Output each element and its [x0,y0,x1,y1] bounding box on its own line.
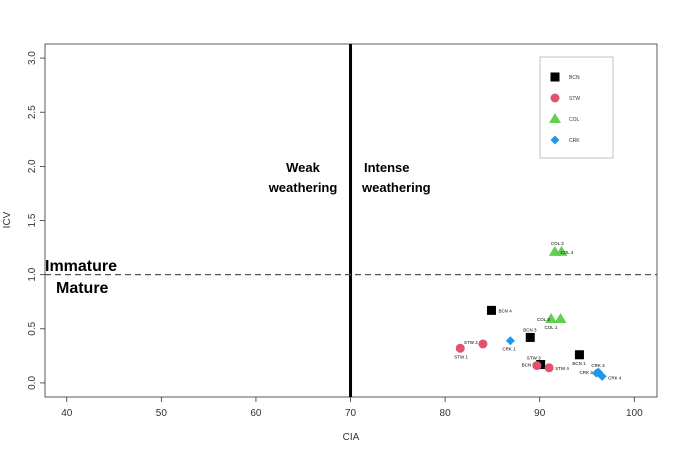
x-tick-label: 60 [250,408,262,419]
point-label: CRK 4 [608,375,622,380]
point-label: BCN 4 [498,308,512,313]
data-point-bcn-1 [574,350,584,360]
data-point-stw-1 [455,343,465,353]
y-tick-label: 0.0 [27,376,38,390]
x-tick-label: 90 [534,408,546,419]
annotation-mature: Mature [56,280,109,297]
x-tick-label: 70 [345,408,357,419]
data-point-bcn-4 [486,305,496,315]
annotation-weak-2: weathering [268,180,338,195]
data-point-col-2 [545,313,558,324]
y-tick-label: 1.5 [27,213,38,227]
point-label: COL 3 [551,241,564,246]
data-point-stw-3 [532,361,542,371]
x-tick-label: 50 [156,408,168,419]
legend-label: CRK [569,138,580,144]
data-point-col-4 [555,245,568,256]
annotation-intense-1: Intense [364,160,410,175]
data-point-stw-2 [478,339,488,349]
point-label: COL 2 [537,317,550,322]
x-tick-label: 80 [440,408,452,419]
point-label: STW 3 [527,356,541,361]
point-label: STW 1 [454,354,468,359]
point-label: STW 4 [555,366,569,371]
y-tick-label: 2.0 [27,159,38,173]
x-tick-label: 100 [626,408,643,419]
point-label: BCN 2 [522,363,536,368]
annotation-intense-2: weathering [361,180,431,195]
legend-marker-stw [550,93,560,103]
data-point-crk-1 [505,336,515,346]
point-label: BCN 1 [572,361,586,366]
data-point-stw-4 [544,363,554,373]
point-label: COL 4 [560,250,573,255]
point-label: CRK 2 [579,370,593,375]
x-tick-label: 40 [61,408,73,419]
y-tick-label: 2.5 [27,105,38,119]
legend-label: BCN [569,75,580,81]
y-tick-label: 1.0 [27,267,38,281]
point-label: COL 1 [545,325,558,330]
point-label: CRK 1 [502,347,516,352]
x-axis-label: CIA [343,432,360,443]
legend-marker-col [549,113,561,123]
point-label: CRK 3 [591,363,605,368]
legend-marker-bcn [550,72,560,82]
y-tick-label: 3.0 [27,51,38,65]
annotation-weak-1: Weak [286,160,320,175]
legend-marker-crk [550,135,560,145]
data-point-col-1 [554,313,567,324]
point-label: STW 2 [464,340,478,345]
annotation-immature: Immature [45,258,117,275]
y-axis-label: ICV [2,211,13,228]
point-label: BCN 3 [523,327,537,332]
y-tick-label: 0.5 [27,321,38,335]
legend-label: STW [569,96,580,102]
legend-label: COL [569,117,580,123]
data-point-crk-4 [597,371,607,381]
data-point-bcn-3 [525,332,535,342]
legend: BCN STW COL CRK [539,56,614,159]
